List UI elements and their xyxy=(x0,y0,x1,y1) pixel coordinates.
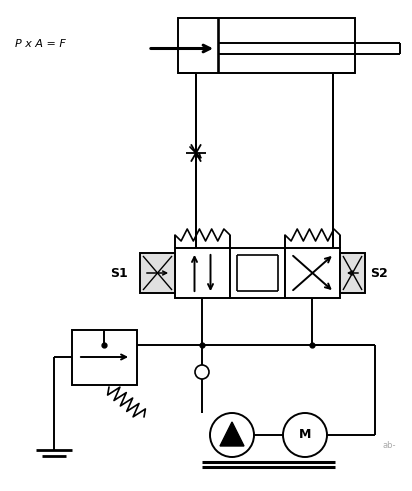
Bar xyxy=(340,253,365,293)
Text: P x A = F: P x A = F xyxy=(15,39,66,49)
Bar xyxy=(175,248,230,298)
Bar xyxy=(230,248,285,298)
Circle shape xyxy=(195,365,209,379)
Text: S2: S2 xyxy=(370,267,388,280)
Text: ab-: ab- xyxy=(383,441,396,450)
Bar xyxy=(72,330,137,385)
Text: M: M xyxy=(299,429,311,441)
Polygon shape xyxy=(220,422,244,446)
Bar xyxy=(140,253,175,293)
Bar xyxy=(178,18,355,73)
Circle shape xyxy=(210,413,254,457)
Circle shape xyxy=(283,413,327,457)
Text: S1: S1 xyxy=(110,267,128,280)
Bar xyxy=(285,248,340,298)
